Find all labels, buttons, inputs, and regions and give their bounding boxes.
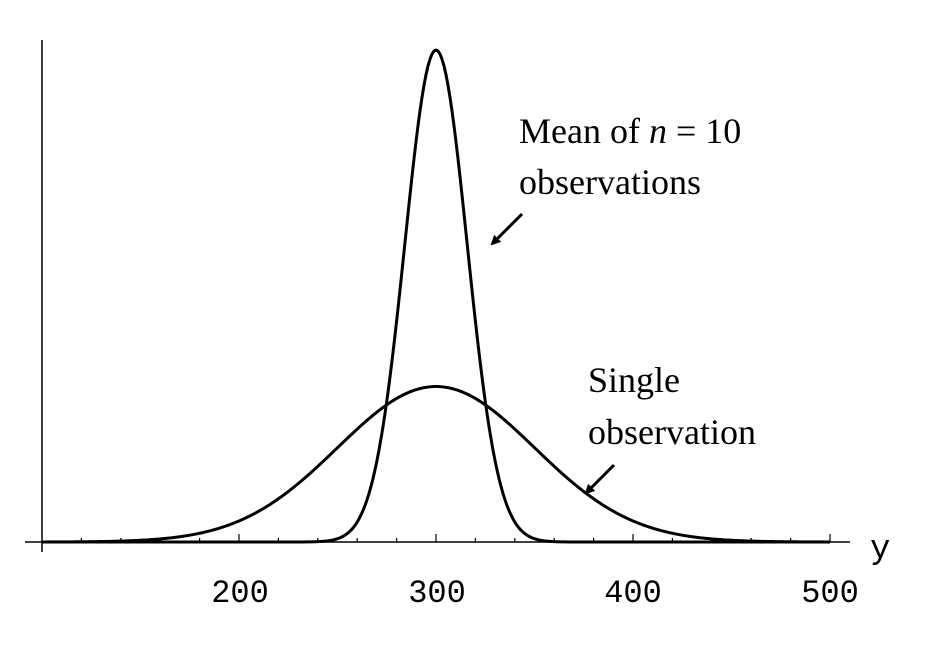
arrow-single <box>584 463 616 495</box>
annotation-mean-line1: Mean of n = 10 <box>519 111 741 151</box>
annotation-mean-line2: observations <box>519 162 701 202</box>
series-line-mean-of-10 <box>42 48 830 544</box>
x-tick-label: 300 <box>408 575 466 612</box>
annotation-mean-prefix: Mean of <box>519 111 649 151</box>
x-tick-label: 500 <box>801 575 859 612</box>
x-tick-label: 200 <box>211 575 269 612</box>
annotation-single-line2: observation <box>588 412 756 452</box>
x-axis-label: y <box>870 531 890 569</box>
x-tick-label: 400 <box>604 575 662 612</box>
annotation-mean-suffix: = 10 <box>667 111 741 151</box>
arrow-mean <box>490 212 524 246</box>
annotation-mean-var: n <box>649 111 667 151</box>
annotation-single-line1: Single <box>588 360 680 400</box>
series-line-single-observation <box>41 385 831 544</box>
